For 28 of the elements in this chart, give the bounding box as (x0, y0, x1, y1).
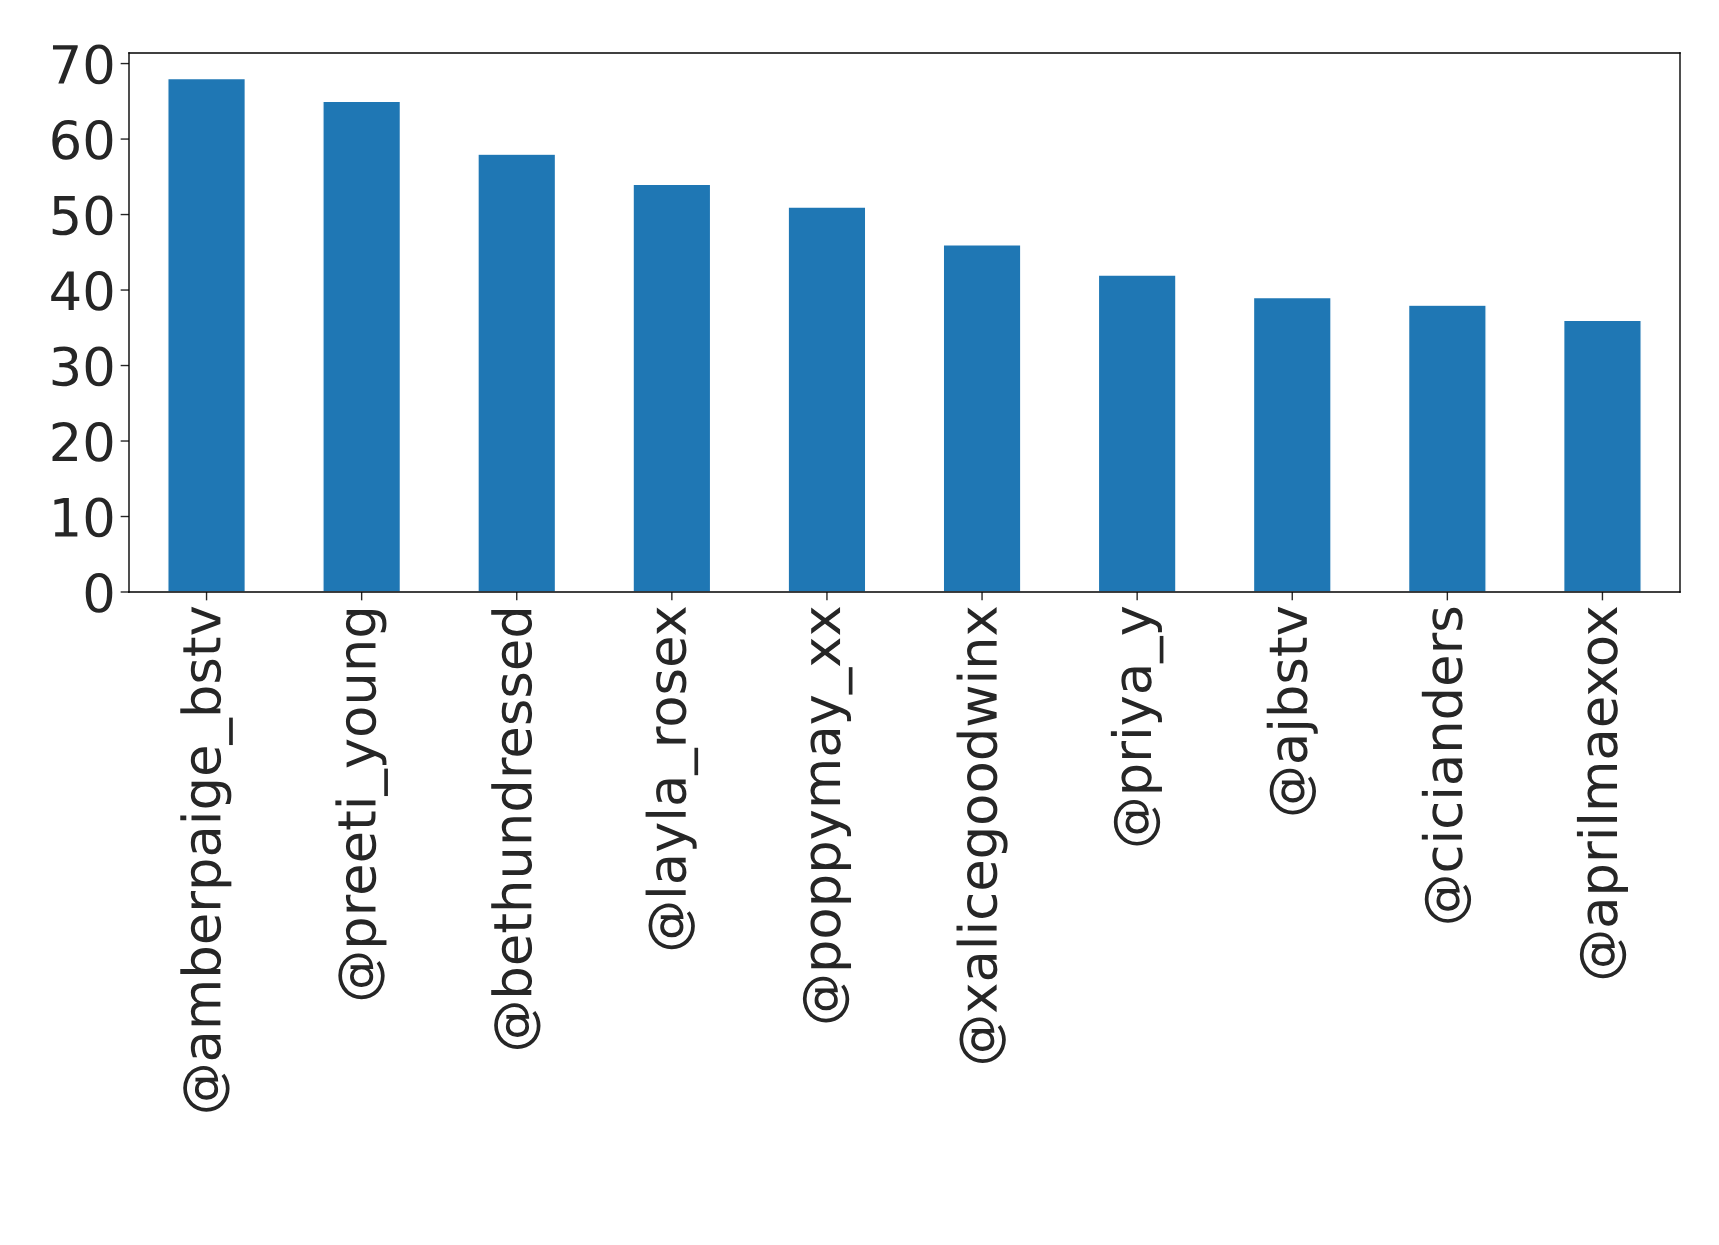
bar (632, 183, 712, 592)
x-tick-label: @aprilmaexox (1576, 606, 1628, 979)
y-tick-label: 20 (52, 421, 113, 462)
x-tick-label: @xalicegoodwinx (956, 606, 1008, 1063)
bar (322, 100, 402, 592)
bar (1407, 304, 1487, 592)
x-tick-label: @priya_y (1110, 606, 1164, 846)
bar (167, 77, 247, 592)
x-tick-label: @preeti_young (335, 610, 388, 1000)
y-tick-label: 40 (51, 270, 113, 311)
x-tick-label: @poppymay_xx (802, 606, 853, 1023)
x-tick-label: @ajbstv (1266, 606, 1318, 815)
y-tick-label: 30 (52, 346, 113, 387)
y-tick-label: 60 (52, 119, 113, 160)
bar (1562, 319, 1642, 592)
bar (787, 206, 867, 592)
x-tick-label: @amberpaige_bstv (180, 606, 233, 1112)
bar (942, 244, 1022, 592)
x-tick-label: @layla_rosex (645, 606, 699, 950)
bar (477, 153, 557, 592)
y-tick-label: 0 (85, 572, 113, 613)
x-tick-label: @bethundressed (491, 610, 541, 1049)
x-tick-label: @cicianders (1421, 607, 1472, 923)
y-tick-label: 70 (52, 44, 113, 85)
bar (1097, 274, 1177, 592)
bar (1252, 296, 1332, 592)
y-tick-label: 10 (54, 497, 113, 538)
y-tick-label: 50 (52, 195, 113, 236)
